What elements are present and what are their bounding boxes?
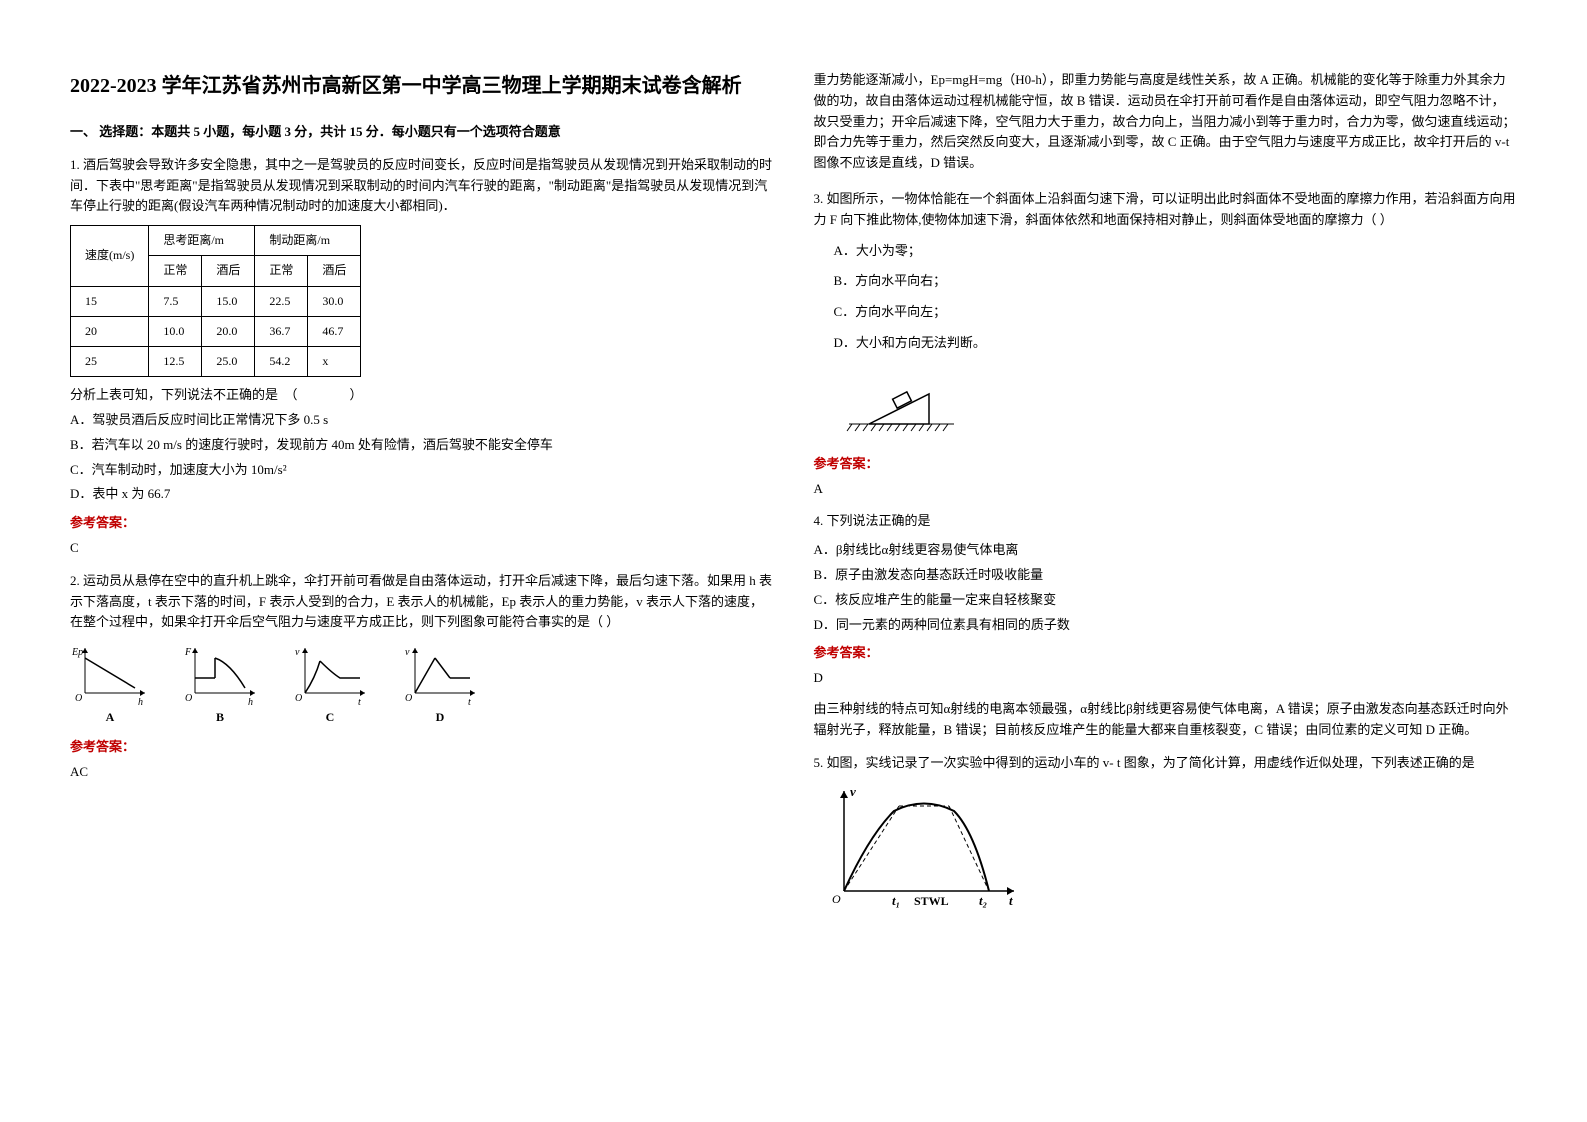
q1-option-c: C．汽车制动时，加速度大小为 10m/s² <box>70 460 774 481</box>
svg-text:h: h <box>248 697 253 708</box>
table-cell: 20 <box>71 316 149 346</box>
svg-text:v: v <box>405 647 410 658</box>
q1-after-table: 分析上表可知，下列说法不正确的是 （ ） <box>70 385 774 406</box>
q5-text: 5. 如图，实线记录了一次实验中得到的运动小车的 v- t 图象，为了简化计算，… <box>814 753 1518 774</box>
table-cell: 36.7 <box>255 316 308 346</box>
svg-text:O: O <box>185 693 192 704</box>
right-column: 重力势能逐渐减小，Ep=mgH=mg（H0-h），即重力势能与高度是线性关系，故… <box>794 70 1538 1052</box>
col2-explanation: 重力势能逐渐减小，Ep=mgH=mg（H0-h），即重力势能与高度是线性关系，故… <box>814 70 1518 174</box>
table-cell: 12.5 <box>149 346 202 376</box>
diagram-label: B <box>180 708 260 727</box>
q4-explanation: 由三种射线的特点可知α射线的电离本领最强，α射线比β射线更容易使气体电离，A 错… <box>814 699 1518 741</box>
q1-option-b: B．若汽车以 20 m/s 的速度行驶时，发现前方 40m 处有险情，酒后驾驶不… <box>70 435 774 456</box>
table-header: 制动距离/m <box>255 226 361 256</box>
table-cell: 15 <box>71 286 149 316</box>
svg-text:STWL: STWL <box>914 894 949 908</box>
document-title: 2022-2023 学年江苏省苏州市高新区第一中学高三物理上学期期末试卷含解析 <box>70 70 774 102</box>
table-cell: 10.0 <box>149 316 202 346</box>
q4-option-b: B．原子由激发态向基态跃迁时吸收能量 <box>814 565 1518 586</box>
chart-c-icon: v O t <box>290 643 370 708</box>
svg-text:O: O <box>405 693 412 704</box>
question-2: 2. 运动员从悬停在空中的直升机上跳伞，伞打开前可看做是自由落体运动，打开伞后减… <box>70 571 774 783</box>
q3-option-c: C．方向水平向左； <box>834 302 1518 323</box>
q1-option-d: D．表中 x 为 66.7 <box>70 484 774 505</box>
question-1: 1. 酒后驾驶会导致许多安全隐患，其中之一是驾驶员的反应时间变长，反应时间是指驾… <box>70 155 774 559</box>
table-cell: 15.0 <box>202 286 255 316</box>
svg-text:h: h <box>138 697 143 708</box>
question-5: 5. 如图，实线记录了一次实验中得到的运动小车的 v- t 图象，为了简化计算，… <box>814 753 1518 912</box>
q4-answer: D <box>814 668 1518 689</box>
svg-text:t: t <box>1009 893 1013 908</box>
svg-text:O: O <box>295 693 302 704</box>
q3-option-a: A．大小为零； <box>834 241 1518 262</box>
table-cell: 30.0 <box>308 286 361 316</box>
chart-b-icon: F O h <box>180 643 260 708</box>
q4-option-a: A．β射线比α射线更容易使气体电离 <box>814 540 1518 561</box>
q4-option-d: D．同一元素的两种同位素具有相同的质子数 <box>814 615 1518 636</box>
svg-text:F: F <box>184 647 192 658</box>
incline-icon <box>844 369 964 439</box>
svg-text:t: t <box>468 697 471 708</box>
vt-chart-icon: v O t₁ STWL t₂ t <box>814 781 1024 911</box>
section-header: 一、 选择题：本题共 5 小题，每小题 3 分，共计 15 分．每小题只有一个选… <box>70 122 774 143</box>
table-cell: 25.0 <box>202 346 255 376</box>
table-cell: 22.5 <box>255 286 308 316</box>
q1-table: 速度(m/s) 思考距离/m 制动距离/m 正常 酒后 正常 酒后 15 7.5… <box>70 225 361 377</box>
table-subheader: 正常 <box>149 256 202 286</box>
q2-diagrams: Ep O h A F O h B <box>70 643 774 727</box>
diagram-a: Ep O h A <box>70 643 150 727</box>
table-cell: 46.7 <box>308 316 361 346</box>
diagram-c: v O t C <box>290 643 370 727</box>
q3-text: 3. 如图所示，一物体恰能在一个斜面体上沿斜面匀速下滑，可以证明出此时斜面体不受… <box>814 189 1518 231</box>
q2-answer: AC <box>70 762 774 783</box>
q3-option-d: D．大小和方向无法判断。 <box>834 333 1518 354</box>
svg-text:t₁: t₁ <box>892 893 900 908</box>
svg-text:v: v <box>850 784 856 799</box>
svg-text:Ep: Ep <box>71 647 83 658</box>
svg-text:t: t <box>358 697 361 708</box>
table-subheader: 酒后 <box>308 256 361 286</box>
svg-text:O: O <box>75 693 82 704</box>
answer-label: 参考答案： <box>814 454 1518 475</box>
chart-a-icon: Ep O h <box>70 643 150 708</box>
svg-text:t₂: t₂ <box>979 893 987 908</box>
q4-text: 4. 下列说法正确的是 <box>814 511 1518 532</box>
q1-option-a: A．驾驶员酒后反应时间比正常情况下多 0.5 s <box>70 410 774 431</box>
diagram-label: D <box>400 708 480 727</box>
table-header: 思考距离/m <box>149 226 255 256</box>
question-4: 4. 下列说法正确的是 A．β射线比α射线更容易使气体电离 B．原子由激发态向基… <box>814 511 1518 740</box>
diagram-label: C <box>290 708 370 727</box>
diagram-d: v O t D <box>400 643 480 727</box>
diagram-b: F O h B <box>180 643 260 727</box>
q2-text: 2. 运动员从悬停在空中的直升机上跳伞，伞打开前可看做是自由落体运动，打开伞后减… <box>70 571 774 633</box>
answer-label: 参考答案： <box>814 643 1518 664</box>
incline-diagram <box>844 369 1518 439</box>
chart-d-icon: v O t <box>400 643 480 708</box>
table-subheader: 酒后 <box>202 256 255 286</box>
table-subheader: 正常 <box>255 256 308 286</box>
left-column: 2022-2023 学年江苏省苏州市高新区第一中学高三物理上学期期末试卷含解析 … <box>50 70 794 1052</box>
svg-text:v: v <box>295 647 300 658</box>
question-3: 3. 如图所示，一物体恰能在一个斜面体上沿斜面匀速下滑，可以证明出此时斜面体不受… <box>814 189 1518 499</box>
vt-diagram: v O t₁ STWL t₂ t <box>814 781 1518 911</box>
answer-label: 参考答案： <box>70 737 774 758</box>
q1-answer: C <box>70 538 774 559</box>
svg-text:O: O <box>832 892 841 906</box>
answer-label: 参考答案： <box>70 513 774 534</box>
q3-option-b: B．方向水平向右； <box>834 271 1518 292</box>
q3-answer: A <box>814 479 1518 500</box>
table-cell: 25 <box>71 346 149 376</box>
diagram-label: A <box>70 708 150 727</box>
table-cell: x <box>308 346 361 376</box>
q1-text: 1. 酒后驾驶会导致许多安全隐患，其中之一是驾驶员的反应时间变长，反应时间是指驾… <box>70 155 774 217</box>
q4-option-c: C．核反应堆产生的能量一定来自轻核聚变 <box>814 590 1518 611</box>
table-cell: 54.2 <box>255 346 308 376</box>
table-cell: 7.5 <box>149 286 202 316</box>
table-cell: 20.0 <box>202 316 255 346</box>
table-header: 速度(m/s) <box>71 226 149 286</box>
